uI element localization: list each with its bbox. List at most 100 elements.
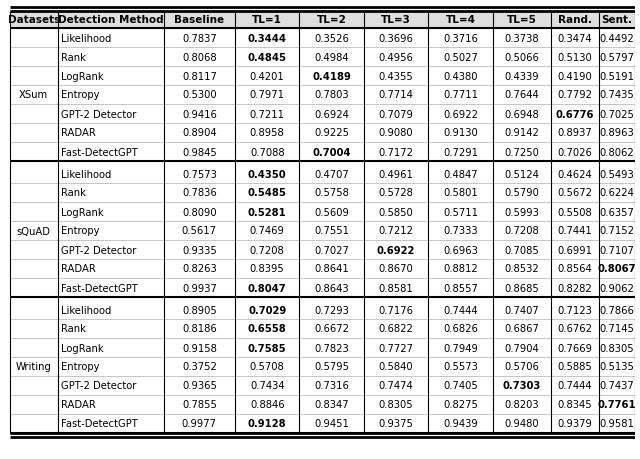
Text: 0.8067: 0.8067 <box>598 264 636 274</box>
Text: 0.5191: 0.5191 <box>599 71 634 81</box>
Text: 0.5790: 0.5790 <box>505 188 540 198</box>
Text: 0.7123: 0.7123 <box>557 305 593 315</box>
Text: 0.7714: 0.7714 <box>379 90 413 100</box>
Text: 0.7474: 0.7474 <box>379 381 413 391</box>
Text: 0.7711: 0.7711 <box>443 90 478 100</box>
Text: 0.7434: 0.7434 <box>250 381 285 391</box>
Text: 0.7085: 0.7085 <box>505 245 540 255</box>
Text: 0.5130: 0.5130 <box>558 52 593 62</box>
Text: 0.7208: 0.7208 <box>505 226 540 236</box>
Text: 0.8047: 0.8047 <box>248 283 287 293</box>
Text: 0.5706: 0.5706 <box>505 362 540 372</box>
Text: 0.4707: 0.4707 <box>314 169 349 179</box>
Text: 0.7823: 0.7823 <box>314 343 349 353</box>
Text: LogRank: LogRank <box>61 343 104 353</box>
Text: 0.7316: 0.7316 <box>314 381 349 391</box>
Text: 0.5281: 0.5281 <box>248 207 287 217</box>
Text: GPT-2 Detector: GPT-2 Detector <box>61 109 137 119</box>
Text: 0.7761: 0.7761 <box>598 400 636 409</box>
Text: 0.9581: 0.9581 <box>599 419 634 429</box>
Text: 0.4350: 0.4350 <box>248 169 287 179</box>
Text: 0.8203: 0.8203 <box>505 400 540 409</box>
Text: 0.8062: 0.8062 <box>600 147 634 157</box>
Text: 0.8581: 0.8581 <box>379 283 413 293</box>
Text: 0.7026: 0.7026 <box>557 147 593 157</box>
Text: 0.8905: 0.8905 <box>182 305 217 315</box>
Text: 0.4956: 0.4956 <box>379 52 413 62</box>
Text: 0.8263: 0.8263 <box>182 264 217 274</box>
Text: 0.9062: 0.9062 <box>599 283 634 293</box>
Text: 0.9379: 0.9379 <box>557 419 593 429</box>
Text: 0.7644: 0.7644 <box>505 90 540 100</box>
Text: 0.8305: 0.8305 <box>600 343 634 353</box>
Text: 0.4961: 0.4961 <box>379 169 413 179</box>
Text: Baseline: Baseline <box>174 15 225 25</box>
Text: 0.7145: 0.7145 <box>599 324 634 334</box>
Text: 0.8117: 0.8117 <box>182 71 217 81</box>
Text: 0.5485: 0.5485 <box>248 188 287 198</box>
Text: LogRank: LogRank <box>61 207 104 217</box>
Text: 0.7836: 0.7836 <box>182 188 217 198</box>
Text: 0.4984: 0.4984 <box>314 52 349 62</box>
Text: 0.5708: 0.5708 <box>250 362 285 372</box>
Text: Writing: Writing <box>16 362 52 372</box>
Text: 0.4845: 0.4845 <box>248 52 287 62</box>
Text: 0.7176: 0.7176 <box>379 305 413 315</box>
Text: 0.5508: 0.5508 <box>558 207 593 217</box>
Text: 0.8958: 0.8958 <box>250 128 285 138</box>
Text: 0.8068: 0.8068 <box>182 52 216 62</box>
Text: 0.8090: 0.8090 <box>182 207 216 217</box>
Text: 0.6948: 0.6948 <box>505 109 540 119</box>
Text: 0.7208: 0.7208 <box>250 245 285 255</box>
Text: Entropy: Entropy <box>61 362 100 372</box>
Text: sQuAD: sQuAD <box>17 226 51 236</box>
Text: 0.5850: 0.5850 <box>379 207 413 217</box>
Text: 0.9416: 0.9416 <box>182 109 217 119</box>
Text: 0.3752: 0.3752 <box>182 362 217 372</box>
Text: 0.5711: 0.5711 <box>443 207 478 217</box>
Text: 0.7004: 0.7004 <box>312 147 351 157</box>
Text: 0.4201: 0.4201 <box>250 71 285 81</box>
Text: 0.9375: 0.9375 <box>379 419 413 429</box>
Text: 0.8532: 0.8532 <box>505 264 540 274</box>
Text: 0.4624: 0.4624 <box>558 169 593 179</box>
Text: 0.7107: 0.7107 <box>599 245 634 255</box>
Text: 0.6776: 0.6776 <box>556 109 595 119</box>
Text: 0.7079: 0.7079 <box>379 109 413 119</box>
Text: Fast-DetectGPT: Fast-DetectGPT <box>61 283 138 293</box>
Text: TL=2: TL=2 <box>317 15 347 25</box>
Text: 0.9845: 0.9845 <box>182 147 217 157</box>
Text: 0.5617: 0.5617 <box>182 226 217 236</box>
Text: 0.6224: 0.6224 <box>599 188 634 198</box>
Text: TL=4: TL=4 <box>445 15 476 25</box>
Text: 0.5840: 0.5840 <box>379 362 413 372</box>
Text: 0.7027: 0.7027 <box>314 245 349 255</box>
Text: Likelihood: Likelihood <box>61 169 112 179</box>
Text: 0.7904: 0.7904 <box>505 343 540 353</box>
Text: 0.5885: 0.5885 <box>558 362 593 372</box>
Text: 0.9128: 0.9128 <box>248 419 287 429</box>
Text: Rand.: Rand. <box>558 15 592 25</box>
Text: 0.6672: 0.6672 <box>314 324 349 334</box>
Text: 0.8685: 0.8685 <box>505 283 540 293</box>
Text: 0.9225: 0.9225 <box>314 128 349 138</box>
Text: 0.7407: 0.7407 <box>505 305 540 315</box>
Text: 0.7293: 0.7293 <box>314 305 349 315</box>
Text: 0.8347: 0.8347 <box>314 400 349 409</box>
Text: 0.5728: 0.5728 <box>379 188 413 198</box>
Text: 0.5124: 0.5124 <box>505 169 540 179</box>
Text: 0.7949: 0.7949 <box>443 343 478 353</box>
Text: 0.6558: 0.6558 <box>248 324 287 334</box>
Text: 0.5797: 0.5797 <box>599 52 634 62</box>
Text: 0.8557: 0.8557 <box>443 283 478 293</box>
Text: 0.5573: 0.5573 <box>443 362 478 372</box>
Text: 0.3474: 0.3474 <box>558 34 593 44</box>
Text: Detection Method: Detection Method <box>58 15 163 25</box>
Text: 0.6867: 0.6867 <box>505 324 540 334</box>
Text: 0.6991: 0.6991 <box>557 245 593 255</box>
Text: 0.9130: 0.9130 <box>444 128 478 138</box>
Text: 0.9977: 0.9977 <box>182 419 217 429</box>
Text: 0.6924: 0.6924 <box>314 109 349 119</box>
Text: 0.8963: 0.8963 <box>600 128 634 138</box>
Text: Entropy: Entropy <box>61 90 100 100</box>
